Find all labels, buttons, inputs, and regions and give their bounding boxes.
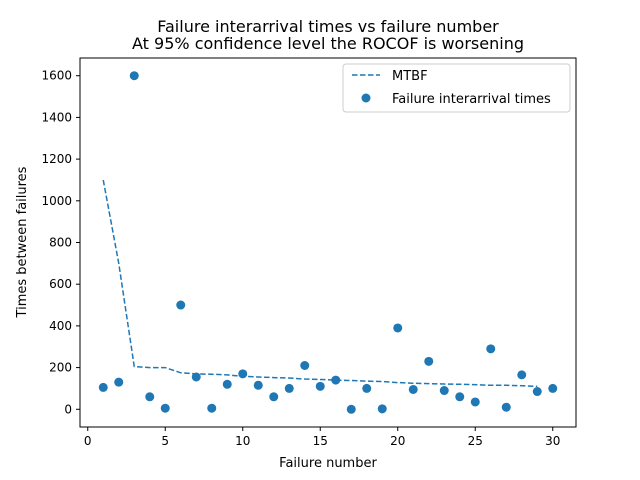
x-tick-label: 0	[84, 434, 92, 448]
data-point	[393, 323, 403, 333]
data-point	[191, 372, 201, 382]
data-point	[362, 383, 372, 393]
data-point	[455, 392, 465, 402]
legend-box	[342, 63, 571, 113]
data-point	[222, 379, 232, 389]
legend: MTBF Failure interarrival times	[342, 63, 571, 113]
x-tick-label: 5	[161, 434, 169, 448]
y-tick-label: 200	[49, 361, 72, 375]
y-tick-label: 800	[49, 236, 72, 250]
data-point	[207, 403, 217, 413]
x-axis-label: Failure number	[279, 456, 377, 471]
chart-title: Failure interarrival times vs failure nu…	[157, 17, 499, 36]
data-point	[315, 381, 325, 391]
axes-frame	[79, 57, 577, 428]
x-tick-label: 30	[545, 434, 560, 448]
data-point	[300, 361, 310, 370]
data-point	[269, 392, 279, 402]
y-tick-label: 1400	[41, 110, 72, 124]
data-point	[331, 375, 341, 385]
data-point	[98, 382, 108, 392]
y-tick-label: 0	[64, 402, 72, 416]
y-tick-label: 1000	[41, 194, 72, 208]
data-point	[176, 300, 186, 310]
y-tick-label: 400	[49, 319, 72, 333]
data-point	[114, 377, 124, 387]
data-point	[129, 71, 139, 81]
legend-label-mtbf: MTBF	[392, 69, 428, 84]
data-point	[439, 386, 449, 396]
x-tick-label: 10	[235, 434, 250, 448]
legend-dot-marker	[361, 93, 371, 103]
data-point	[470, 397, 480, 407]
chart-subtitle: At 95% confidence level the ROCOF is wor…	[132, 34, 524, 53]
data-point	[501, 402, 511, 412]
x-tick-label: 25	[468, 434, 483, 448]
data-point	[238, 369, 248, 379]
data-point	[424, 356, 434, 366]
x-tick-label: 15	[313, 434, 328, 448]
y-tick-label: 1600	[41, 69, 72, 83]
legend-label-failures: Failure interarrival times	[392, 92, 551, 107]
data-point	[486, 344, 496, 354]
y-tick-label: 600	[49, 277, 72, 291]
x-tick-label: 20	[390, 434, 405, 448]
y-axis-label: Times between failures	[15, 166, 30, 318]
data-point	[145, 392, 155, 402]
y-tick-label: 1200	[41, 152, 72, 166]
data-point	[346, 404, 356, 414]
data-point	[548, 383, 558, 393]
data-point	[517, 370, 527, 380]
data-point	[253, 380, 263, 390]
mtbf-line	[102, 179, 538, 388]
data-point	[408, 384, 418, 394]
plot-area: 0 5 10 15 20 25 30 0 200 400 600 800 1000 1200 1400 160…	[41, 69, 560, 448]
data-point	[284, 383, 294, 393]
data-point	[377, 404, 387, 414]
data-point	[532, 387, 542, 397]
data-point	[160, 403, 170, 413]
